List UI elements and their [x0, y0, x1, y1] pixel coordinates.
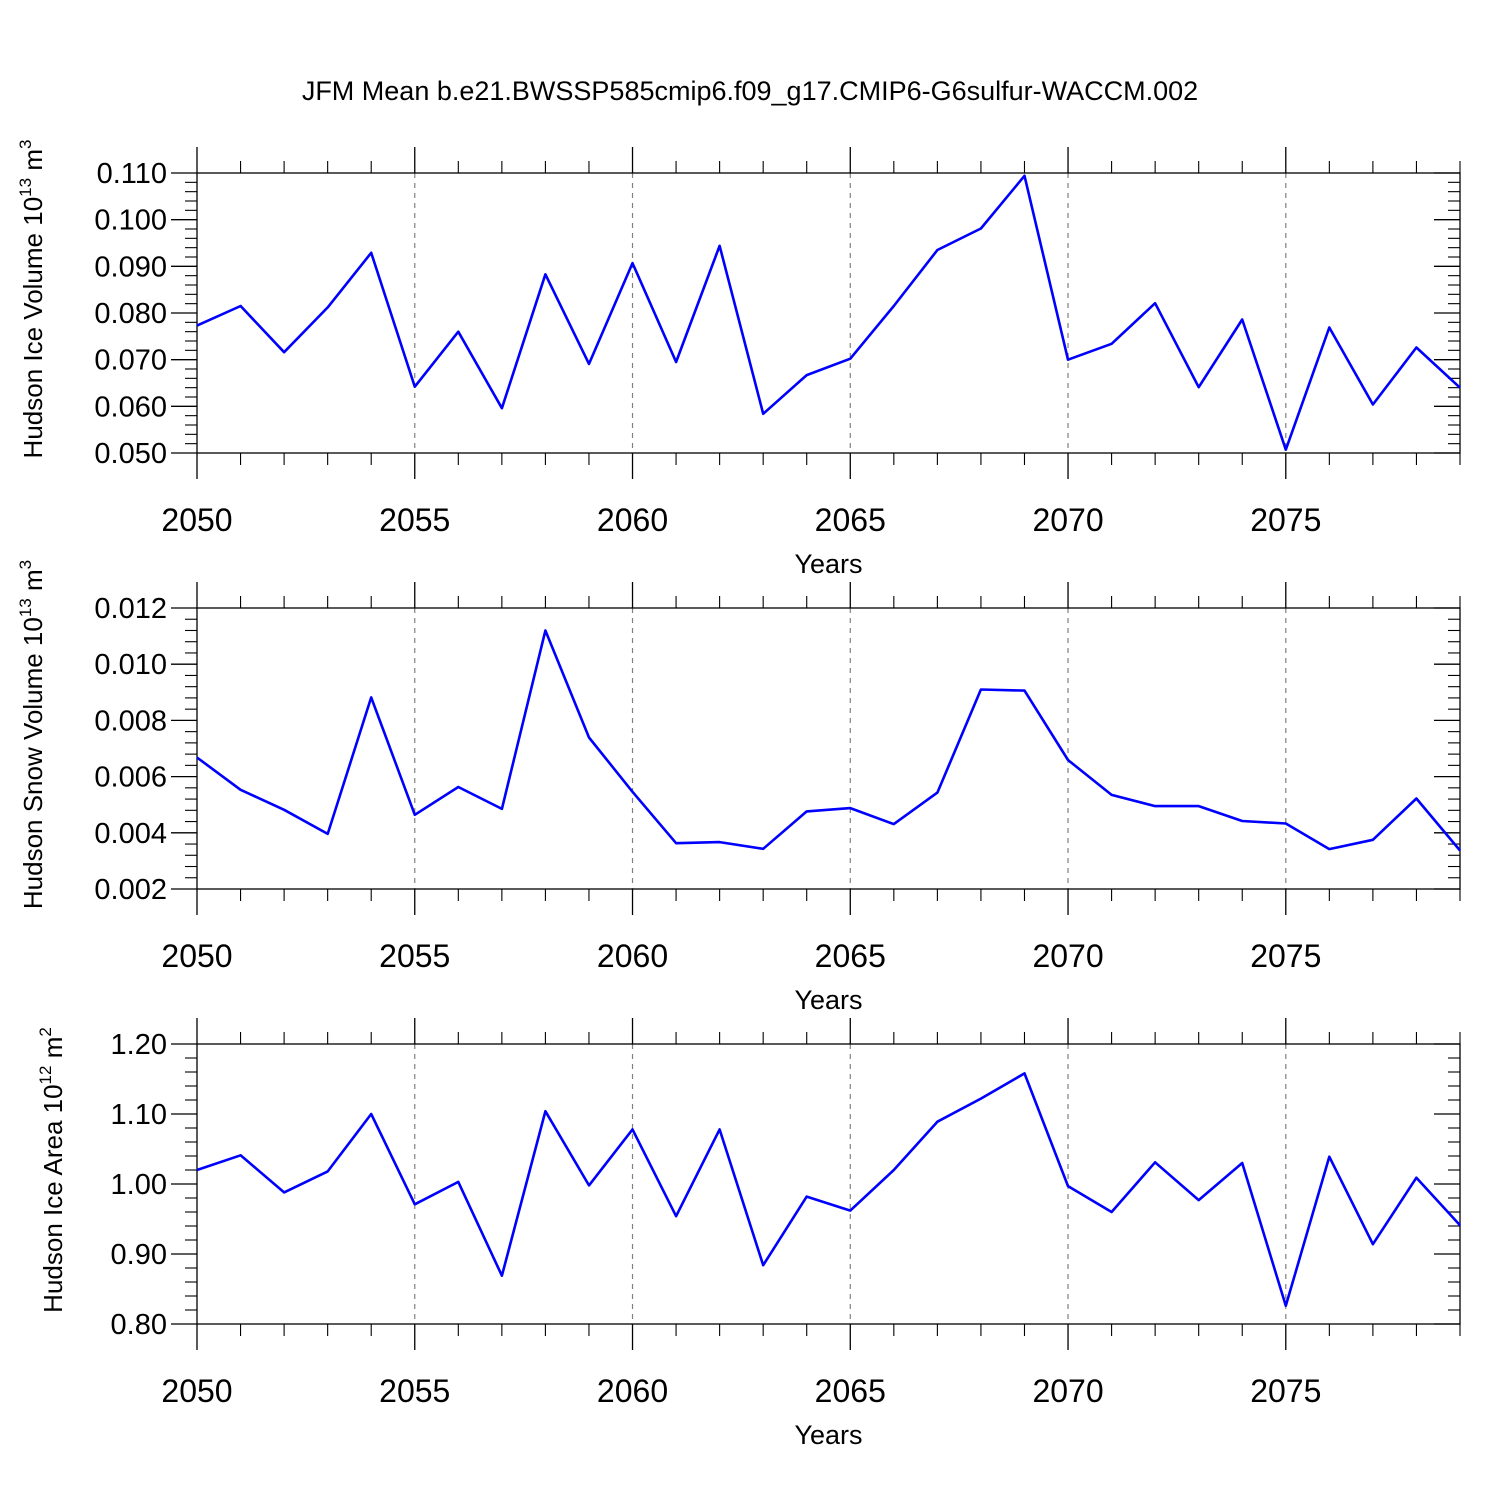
y-tick-label: 0.004: [94, 818, 167, 850]
y-tick-label: 0.008: [94, 705, 167, 737]
chart-title: JFM Mean b.e21.BWSSP585cmip6.f09_g17.CMI…: [302, 76, 1198, 106]
y-axis-label-text: Hudson Snow Volume 10: [18, 617, 48, 909]
x-tick-label: 2065: [815, 1373, 886, 1409]
y-axis-label-superscript: 3: [16, 140, 35, 149]
x-tick-label: 2055: [379, 502, 450, 538]
x-tick-label: 2075: [1250, 1373, 1321, 1409]
x-tick-label: 2070: [1032, 1373, 1103, 1409]
panels-group: 0.050 0.060 0.070 0.080 0.090 0.100 0.110 2050 2…: [16, 140, 1461, 1450]
y-tick-label: 1.00: [111, 1169, 167, 1201]
y-tick-label: 0.012: [94, 593, 167, 625]
x-tick-label: 2050: [161, 938, 232, 974]
y-axis-label-text: Hudson Ice Volume 10: [18, 197, 48, 459]
y-tick-label: 0.110: [97, 158, 167, 190]
x-tick-label: 2060: [597, 502, 668, 538]
y-tick-label: 0.090: [94, 251, 167, 283]
panel-1: 0.050 0.060 0.070 0.080 0.090 0.100 0.110 2050 2…: [16, 140, 1461, 579]
y-axis-label-superscript: 2: [36, 1027, 55, 1036]
x-tick-label: 2060: [597, 938, 668, 974]
x-tick-label: 2075: [1250, 938, 1321, 974]
y-tick-label: 0.90: [111, 1239, 167, 1271]
series-line: [196, 1072, 1461, 1308]
y-tick-label: 0.006: [94, 762, 167, 794]
panel-2: 0.002 0.004 0.006 0.008 0.010 0.012 2050 2055 20…: [16, 560, 1461, 1015]
plot-frame: [196, 607, 1461, 890]
y-tick-label: 1.20: [111, 1029, 167, 1061]
y-axis-label-superscript: 13: [16, 178, 35, 197]
y-axis-label: Hudson Ice Area 1012 m2: [36, 1027, 68, 1313]
x-tick-label: 2075: [1250, 502, 1321, 538]
y-axis-label: Hudson Ice Volume 1013 m3: [16, 140, 48, 459]
x-axis-label: Years: [794, 985, 862, 1015]
y-tick-label: 0.100: [94, 205, 167, 237]
y-axis-label-text: m: [18, 569, 48, 598]
y-axis-label-text: m: [18, 149, 48, 178]
x-tick-label: 2070: [1032, 502, 1103, 538]
panel-3: 0.80 0.90 1.00 1.10 1.20 2050 2055 2060 2065 2070…: [36, 1018, 1461, 1450]
y-axis-label-superscript: 13: [16, 598, 35, 617]
y-tick-label: 0.002: [94, 874, 167, 906]
x-tick-label: 2055: [379, 938, 450, 974]
plot-frame: [196, 1043, 1461, 1325]
x-tick-label: 2060: [597, 1373, 668, 1409]
y-tick-label: 0.060: [94, 391, 167, 423]
plot-frame: [196, 172, 1461, 454]
x-tick-label: 2070: [1032, 938, 1103, 974]
x-tick-label: 2055: [379, 1373, 450, 1409]
y-tick-label: 0.010: [94, 649, 167, 681]
x-axis-label: Years: [794, 549, 862, 579]
y-axis-label-superscript: 3: [16, 560, 35, 569]
y-tick-label: 0.050: [94, 438, 167, 470]
series-line: [196, 629, 1461, 852]
y-axis-label-superscript: 12: [36, 1066, 55, 1085]
x-tick-label: 2065: [815, 938, 886, 974]
y-tick-label: 0.080: [94, 298, 167, 330]
x-tick-label: 2050: [161, 502, 232, 538]
y-axis-label-text: m: [38, 1037, 68, 1066]
y-tick-label: 0.80: [111, 1309, 167, 1341]
y-axis-label-text: Hudson Ice Area 10: [38, 1084, 68, 1312]
x-tick-label: 2065: [815, 502, 886, 538]
y-tick-label: 1.10: [111, 1099, 167, 1131]
series-line: [196, 174, 1461, 452]
y-axis-label: Hudson Snow Volume 1013 m3: [16, 560, 48, 909]
x-tick-label: 2050: [161, 1373, 232, 1409]
y-tick-label: 0.070: [94, 345, 167, 377]
x-axis-label: Years: [794, 1420, 862, 1450]
